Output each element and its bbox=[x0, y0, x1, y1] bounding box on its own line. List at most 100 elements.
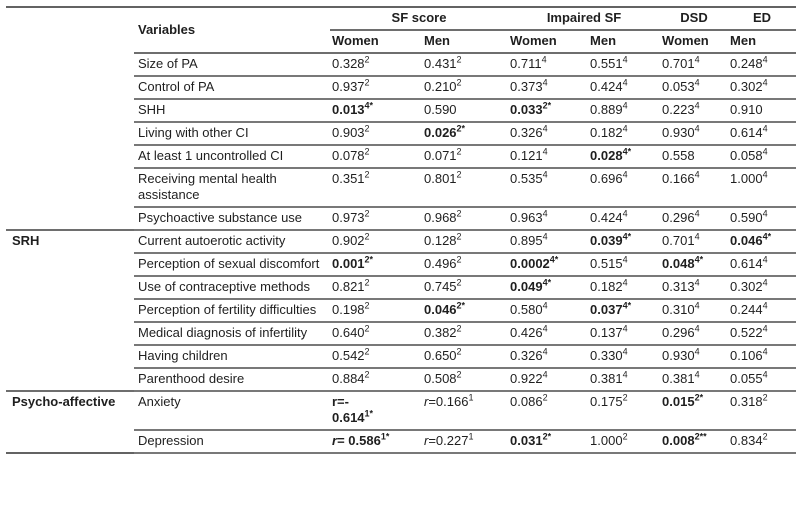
test-superscript: 4 bbox=[694, 123, 700, 134]
p-value-cell: 0.4264 bbox=[508, 322, 589, 346]
test-superscript: 2 bbox=[364, 300, 370, 311]
test-superscript: 1 bbox=[468, 392, 474, 403]
p-value-cell: 0.0782 bbox=[330, 145, 422, 169]
p-value-cell: 0.3814 bbox=[660, 368, 729, 392]
p-value-cell: r=0.1661 bbox=[422, 391, 509, 431]
test-superscript: 2 bbox=[364, 169, 370, 180]
test-superscript: 2 bbox=[622, 392, 628, 403]
test-superscript: 4* bbox=[622, 300, 632, 311]
test-superscript: 4 bbox=[694, 231, 700, 242]
corner-cell bbox=[6, 7, 134, 53]
variable-label: Perception of fertility difficulties bbox=[134, 299, 330, 323]
p-value-cell: 0.0284* bbox=[588, 145, 661, 169]
p-value-cell: 0.1824 bbox=[588, 276, 661, 300]
variable-label: Living with other CI bbox=[134, 122, 330, 146]
test-superscript: 2 bbox=[456, 346, 462, 357]
p-value-cell: 0.0082** bbox=[660, 430, 729, 454]
p-value-cell: 0.2964 bbox=[660, 322, 729, 346]
table-row: SRH Current autoerotic activity 0.9022 0.12… bbox=[6, 229, 797, 391]
test-superscript: 2 bbox=[364, 231, 370, 242]
column-group-sf-score: SF score bbox=[330, 7, 509, 31]
test-superscript: 4 bbox=[542, 300, 548, 311]
p-value-cell: 0.0862 bbox=[508, 391, 589, 431]
test-superscript: 2* bbox=[456, 300, 466, 311]
test-superscript: 2 bbox=[364, 146, 370, 157]
p-value-cell: 0.6144 bbox=[728, 122, 797, 146]
test-superscript: 2 bbox=[542, 392, 548, 403]
variable-label: Receiving mental health assistance bbox=[134, 168, 330, 208]
test-superscript: 4 bbox=[542, 123, 548, 134]
p-value-cell: 0.0484* bbox=[660, 253, 729, 277]
test-superscript: 4 bbox=[622, 277, 628, 288]
test-superscript: 2 bbox=[456, 231, 462, 242]
table-row: SHH 0.0134* 0.590 0.0332* 0.8894 0.2234 0.910 bbox=[6, 99, 797, 123]
test-superscript: 2* bbox=[542, 431, 552, 442]
p-value-cell: 0.1282 bbox=[422, 230, 509, 254]
column-group-ed: ED bbox=[728, 7, 797, 31]
p-value-cell: 0.8842 bbox=[330, 368, 422, 392]
header-row-sex: Women Men Women Men Women Men bbox=[6, 30, 797, 54]
test-superscript: 4 bbox=[622, 169, 628, 180]
variable-label: Depression bbox=[134, 430, 330, 454]
test-superscript: 4 bbox=[622, 123, 628, 134]
p-value-cell: 0.3024 bbox=[728, 276, 797, 300]
test-superscript: 4 bbox=[762, 277, 768, 288]
test-superscript: 4 bbox=[762, 254, 768, 265]
test-superscript: 2 bbox=[456, 323, 462, 334]
test-superscript: 2 bbox=[364, 323, 370, 334]
p-value-cell: 0.9304 bbox=[660, 345, 729, 369]
p-value-cell: 0.6402 bbox=[330, 322, 422, 346]
test-superscript: 4 bbox=[694, 369, 700, 380]
column-group-dsd: DSD bbox=[660, 7, 729, 31]
test-superscript: 4 bbox=[622, 100, 628, 111]
p-value-cell: 0.5224 bbox=[728, 322, 797, 346]
table-row: Parenthood desire 0.8842 0.5082 0.9224 0.381… bbox=[6, 368, 797, 392]
p-value-cell: 0.3822 bbox=[422, 322, 509, 346]
test-superscript: 2 bbox=[456, 169, 462, 180]
table-row: Size of PA 0.3282 0.4312 0.7114 0.5514 0.7014… bbox=[6, 53, 797, 77]
test-superscript: 2 bbox=[364, 346, 370, 357]
test-superscript: 2 bbox=[456, 208, 462, 219]
p-value-cell: 0.6144 bbox=[728, 253, 797, 277]
test-superscript: 4 bbox=[542, 146, 548, 157]
p-value-cell: 0.1752 bbox=[588, 391, 661, 431]
table-row: Living with other CI 0.9032 0.0262* 0.3264 0… bbox=[6, 122, 797, 146]
p-value-cell: 0.0012* bbox=[330, 253, 422, 277]
test-superscript: 4* bbox=[762, 231, 772, 242]
p-value-cell: 0.8012 bbox=[422, 168, 509, 208]
r-coefficient-symbol: r bbox=[332, 433, 338, 448]
subheader-impaired-men: Men bbox=[588, 30, 661, 54]
subheader-sf-men: Men bbox=[422, 30, 509, 54]
test-superscript: 4 bbox=[542, 231, 548, 242]
test-superscript: 4 bbox=[622, 208, 628, 219]
p-value-cell: 0.0534 bbox=[660, 76, 729, 100]
p-value-cell: 0.4244 bbox=[588, 76, 661, 100]
test-superscript: 4 bbox=[694, 277, 700, 288]
p-value-cell: 0.5514 bbox=[588, 53, 661, 77]
table-row: Perception of sexual discomfort 0.0012* 0.… bbox=[6, 253, 797, 277]
p-value-cell: 0.2484 bbox=[728, 53, 797, 77]
test-superscript: 2 bbox=[456, 77, 462, 88]
test-superscript: 4 bbox=[694, 300, 700, 311]
p-value-cell: r=0.2271 bbox=[422, 430, 509, 454]
test-superscript: 2 bbox=[456, 254, 462, 265]
p-value-cell: 0.9372 bbox=[330, 76, 422, 100]
test-superscript: 2* bbox=[364, 254, 374, 265]
p-value-cell: 0.0462* bbox=[422, 299, 509, 323]
table-header: Variables SF score Impaired SF DSD ED Wo… bbox=[6, 7, 797, 54]
p-value-cell: 0.3134 bbox=[660, 276, 729, 300]
test-superscript: 4 bbox=[542, 77, 548, 88]
p-value-cell: 0.8954 bbox=[508, 230, 589, 254]
test-superscript: 4 bbox=[762, 146, 768, 157]
p-value-cell: 0.00024* bbox=[508, 253, 589, 277]
p-value-cell: 0.5082 bbox=[422, 368, 509, 392]
p-value-cell: 0.7014 bbox=[660, 230, 729, 254]
test-superscript: 4 bbox=[762, 208, 768, 219]
table-row: Control of PA 0.9372 0.2102 0.3734 0.4244 0.0… bbox=[6, 76, 797, 100]
p-value-cell: 0.3024 bbox=[728, 76, 797, 100]
p-value-cell: 0.0262* bbox=[422, 122, 509, 146]
test-superscript: 4 bbox=[694, 77, 700, 88]
p-value-cell: 0.1214 bbox=[508, 145, 589, 169]
r-coefficient-symbol: r bbox=[424, 433, 429, 448]
p-value-cell: 0.3264 bbox=[508, 122, 589, 146]
